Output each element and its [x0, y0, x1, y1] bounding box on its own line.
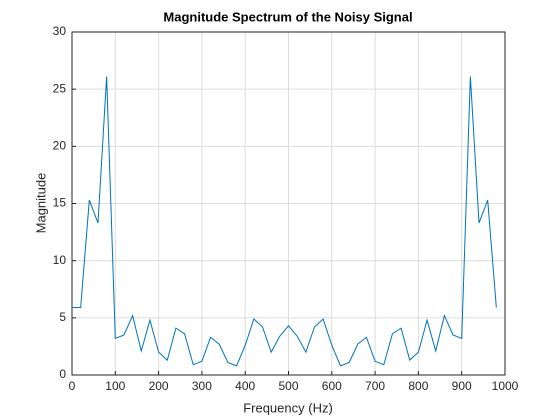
y-tick-label: 15 [53, 196, 67, 210]
x-tick-label: 500 [278, 379, 298, 393]
y-tick-label: 20 [53, 139, 67, 153]
y-axis-label: Magnitude [33, 173, 48, 234]
x-tick-label: 1000 [492, 379, 519, 393]
x-tick-label: 200 [149, 379, 169, 393]
y-tick-label: 30 [53, 24, 67, 38]
x-tick-label: 700 [365, 379, 385, 393]
x-tick-label: 400 [235, 379, 255, 393]
axes-box [71, 31, 506, 376]
x-tick-label: 600 [322, 379, 342, 393]
x-tick-label: 100 [105, 379, 125, 393]
x-tick-label: 800 [408, 379, 428, 393]
y-tick-label: 5 [59, 310, 66, 324]
y-tick-label: 0 [59, 367, 66, 381]
y-tick-label: 10 [53, 253, 67, 267]
x-tick-label: 300 [192, 379, 212, 393]
chart-title: Magnitude Spectrum of the Noisy Signal [163, 9, 412, 24]
x-tick-label: 0 [69, 379, 76, 393]
data-line [72, 76, 497, 367]
x-tick-label: 900 [452, 379, 472, 393]
x-axis-label: Frequency (Hz) [243, 400, 333, 415]
y-tick-label: 25 [53, 81, 67, 95]
